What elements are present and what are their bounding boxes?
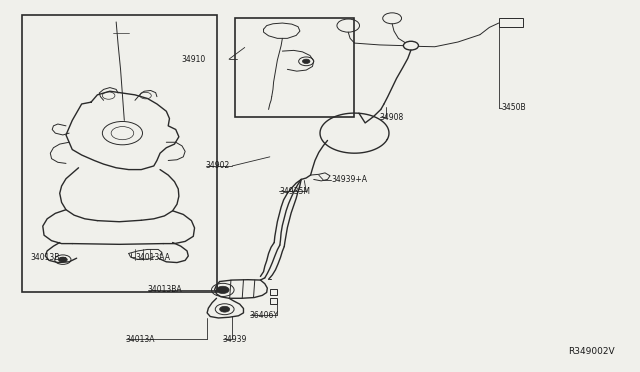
- Text: 34013AA: 34013AA: [135, 253, 170, 262]
- Bar: [499, 18, 523, 28]
- Text: 34902: 34902: [206, 161, 230, 170]
- Text: 34935M: 34935M: [279, 187, 310, 196]
- Text: 34939+A: 34939+A: [332, 175, 367, 184]
- Bar: [270, 298, 277, 304]
- Bar: [270, 289, 277, 295]
- Bar: [236, 18, 355, 117]
- Text: R349002V: R349002V: [568, 347, 615, 356]
- Text: 34908: 34908: [380, 113, 404, 122]
- Bar: [22, 15, 216, 292]
- Text: 3450B: 3450B: [502, 103, 527, 112]
- Text: 34939: 34939: [223, 335, 247, 344]
- Text: 34013A: 34013A: [125, 335, 155, 344]
- Text: 34910: 34910: [182, 55, 206, 64]
- Circle shape: [58, 257, 67, 262]
- Text: 34013B: 34013B: [30, 253, 60, 262]
- Circle shape: [220, 306, 230, 312]
- Text: 34013BA: 34013BA: [148, 285, 182, 294]
- Circle shape: [303, 59, 310, 64]
- Circle shape: [216, 286, 229, 294]
- Text: 36406Y: 36406Y: [250, 311, 279, 320]
